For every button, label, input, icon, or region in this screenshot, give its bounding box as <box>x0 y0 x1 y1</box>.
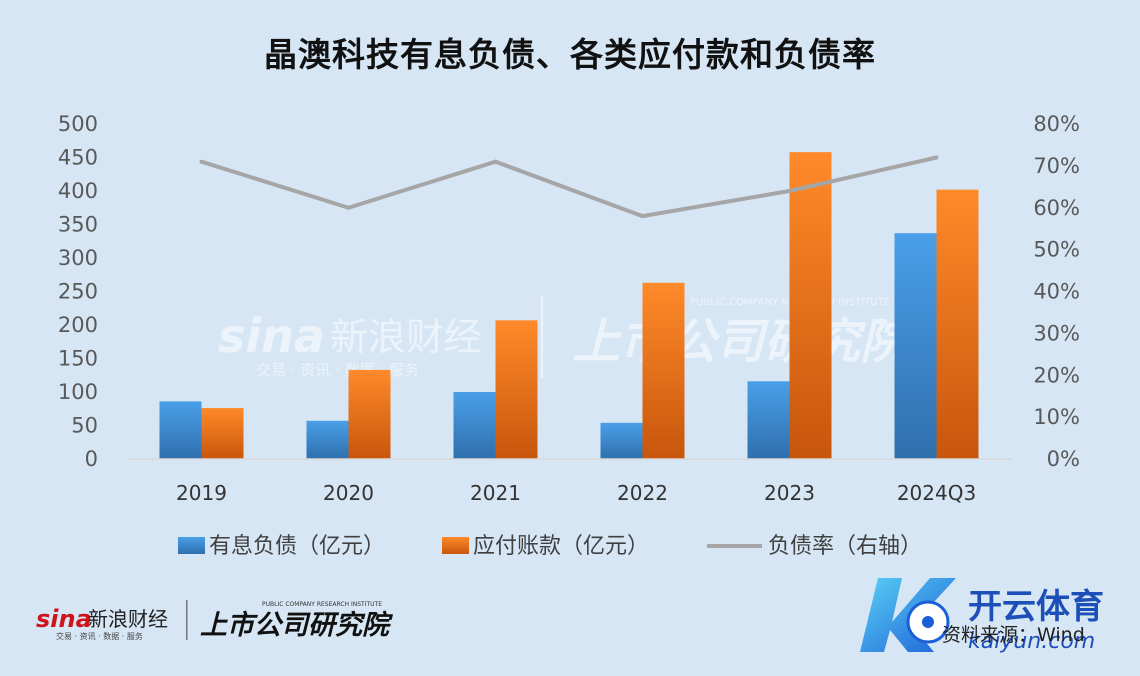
footer-brand: 新浪财经 <box>88 607 168 631</box>
watermark-sina-logo: sina <box>218 309 325 363</box>
y-tick-right: 70% <box>1033 154 1080 178</box>
footer-watermark: sina 新浪财经 交易 · 资讯 · 数据 · 服务 上市公司研究院 PUBL… <box>36 600 394 641</box>
bar-payables <box>936 189 979 459</box>
x-tick-label: 2023 <box>764 481 815 505</box>
y-tick-left: 200 <box>58 313 98 337</box>
bar-interest-debt <box>600 422 643 459</box>
footer-brand-sub: 交易 · 资讯 · 数据 · 服务 <box>56 631 143 641</box>
bars <box>159 152 979 459</box>
debt-ratio-point <box>346 205 351 210</box>
y-tick-left: 50 <box>71 414 98 438</box>
bar-payables <box>642 282 685 459</box>
y-tick-right: 40% <box>1033 280 1080 304</box>
x-tick-label: 2020 <box>323 481 374 505</box>
footer-divider <box>186 600 188 640</box>
debt-ratio-point <box>787 189 792 193</box>
x-axis: 2019 2020 2021 2022 2023 2024Q3 <box>176 481 976 505</box>
x-tick-label: 2021 <box>470 481 521 505</box>
bar-interest-debt <box>306 420 349 459</box>
footer-sina-logo: sina <box>36 605 92 633</box>
legend-swatch-payables <box>442 537 469 554</box>
watermark-institute: 上市公司研究院 <box>572 314 916 370</box>
y-tick-left: 100 <box>58 380 98 404</box>
y-tick-right: 60% <box>1033 196 1080 220</box>
legend: 有息负债（亿元） 应付账款（亿元） 负债率（右轴） <box>178 534 922 559</box>
x-tick-label: 2024Q3 <box>897 481 976 505</box>
x-tick-label: 2019 <box>176 481 227 505</box>
bar-payables <box>201 408 244 459</box>
y-tick-right: 50% <box>1033 238 1080 262</box>
debt-ratio-point <box>493 159 498 164</box>
footer-institute-en: PUBLIC COMPANY RESEARCH INSTITUTE <box>262 601 382 608</box>
y-tick-left: 350 <box>58 213 98 237</box>
y-tick-left: 250 <box>58 280 98 304</box>
watermark-brand-sub: 交易 · 资讯 · 数据 · 服务 <box>256 361 419 379</box>
y-tick-left: 0 <box>85 447 98 471</box>
y-tick-right: 30% <box>1033 321 1080 345</box>
source-note: 资料来源：Wind <box>942 624 1085 646</box>
y-axis-left: 0 50 100 150 200 250 300 350 400 450 500 <box>58 112 98 471</box>
corner-logo-name: 开云体育 <box>968 587 1104 627</box>
y-tick-left: 150 <box>58 347 98 371</box>
bar-payables <box>348 369 391 459</box>
debt-ratio-point <box>640 214 645 219</box>
y-axis-right: 0% 10% 20% 30% 40% 50% 60% 70% 80% <box>1033 112 1080 471</box>
x-tick-label: 2022 <box>617 481 668 505</box>
watermark-brand: 新浪财经 <box>330 315 482 359</box>
bar-interest-debt <box>894 233 937 459</box>
footer-institute: 上市公司研究院 <box>200 610 394 641</box>
y-tick-left: 300 <box>58 246 98 270</box>
y-tick-right: 0% <box>1047 447 1080 471</box>
bar-payables <box>495 320 538 459</box>
chart-title: 晶澳科技有息负债、各类应付款和负债率 <box>264 35 876 74</box>
y-tick-left: 450 <box>58 146 98 170</box>
bar-interest-debt <box>159 401 202 459</box>
debt-ratio-point <box>934 155 939 160</box>
bar-interest-debt <box>747 381 790 459</box>
debt-ratio-point <box>199 159 204 164</box>
debt-ratio-line-group <box>199 155 939 219</box>
y-tick-right: 10% <box>1033 405 1080 429</box>
y-tick-right: 80% <box>1033 112 1080 136</box>
legend-swatch-interest-debt <box>178 537 205 554</box>
y-tick-left: 400 <box>58 179 98 203</box>
debt-ratio-line <box>200 155 937 219</box>
corner-logo: 开云体育 kaiyun.com <box>860 578 1104 654</box>
y-tick-left: 500 <box>58 112 98 136</box>
ball-icon-patch <box>922 616 934 628</box>
corner-logo-url: kaiyun.com <box>968 629 1095 654</box>
watermark-divider <box>541 296 543 378</box>
legend-label-payables: 应付账款（亿元） <box>473 534 649 559</box>
bar-interest-debt <box>453 392 496 459</box>
center-watermark: sina 新浪财经 交易 · 资讯 · 数据 · 服务 上市公司研究院 PUBL… <box>218 296 916 379</box>
legend-label-debt-ratio: 负债率（右轴） <box>768 534 922 559</box>
legend-label-interest-debt: 有息负债（亿元） <box>209 534 385 559</box>
bar-payables <box>789 152 832 459</box>
y-tick-right: 20% <box>1033 363 1080 387</box>
